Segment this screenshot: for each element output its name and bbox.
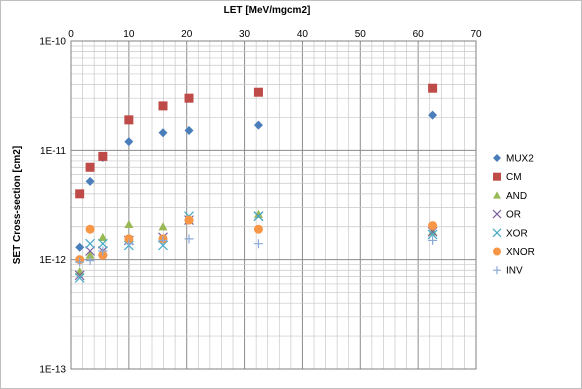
y-tick-label: 1E-12 [39,255,66,266]
data-point-inv [253,239,263,249]
data-point-inv [428,235,438,245]
data-point-cm [75,189,85,199]
data-point-cm [158,101,168,111]
x-axis-title: LET [MeV/mgcm2] [224,5,311,16]
data-point-cm [184,93,194,103]
data-point-xor [158,240,168,251]
data-point-and [85,250,95,259]
legend-marker-inv [493,266,501,275]
x-tick-label: 10 [123,29,135,40]
data-point-xnor [253,224,263,234]
data-point-cm [428,83,438,93]
y-tick-label: 1E-10 [39,37,66,48]
data-point-or [74,270,85,281]
x-tick-label: 40 [297,29,309,40]
x-tick-label: 30 [239,29,251,40]
data-point-xor [97,238,108,249]
data-point-mux2 [85,176,95,186]
legend-label-and: AND [506,191,527,202]
data-point-cm [124,115,134,125]
y-axis-title: SET Cross-section [cm2] [12,146,23,264]
legend-label-xnor: XNOR [506,247,535,258]
legend-label-mux2: MUX2 [506,154,534,165]
data-point-mux2 [253,120,263,130]
data-point-inv [75,257,85,267]
data-point-inv [184,234,194,244]
data-point-and [98,232,108,241]
legend-label-xor: XOR [506,228,528,239]
x-tick-label: 70 [470,29,482,40]
data-point-mux2 [428,110,438,120]
legend-marker-xnor [493,247,501,256]
y-tick-label: 1E-13 [39,365,66,376]
data-point-cm [85,162,95,172]
data-point-and [158,222,168,231]
legend-label-inv: INV [506,266,523,277]
data-point-xor [74,273,85,283]
data-point-xnor [428,221,438,231]
x-tick-label: 60 [413,29,425,40]
data-point-inv [158,235,168,245]
legend-label-cm: CM [506,172,522,183]
legend-marker-mux2 [493,154,501,162]
data-point-cm [253,87,263,97]
legend-marker-or [492,209,502,219]
data-point-and [124,219,134,229]
data-point-xor [427,229,438,240]
legend-label-or: OR [506,210,521,221]
data-point-inv [98,246,108,256]
data-point-xor [85,238,96,249]
x-tick-label: 20 [181,29,193,40]
data-point-xnor [85,224,95,234]
data-point-inv [85,256,95,266]
data-point-inv [124,239,134,249]
data-point-mux2 [124,137,134,147]
x-tick-label: 50 [355,29,367,40]
legend-marker-cm [493,172,501,181]
data-point-xnor [184,215,194,225]
data-point-mux2 [75,242,85,252]
legend-marker-and [493,191,501,199]
data-point-and [253,209,263,218]
x-tick-label: 0 [68,29,74,40]
y-tick-label: 1E-11 [40,146,66,157]
legend-marker-xor [492,228,502,238]
data-point-xor [253,211,264,222]
data-point-mux2 [158,128,168,138]
data-point-cm [98,151,108,161]
data-point-mux2 [184,125,194,135]
data-point-xnor [124,234,134,244]
data-point-or [85,246,96,256]
plot-area-frame [70,40,477,370]
